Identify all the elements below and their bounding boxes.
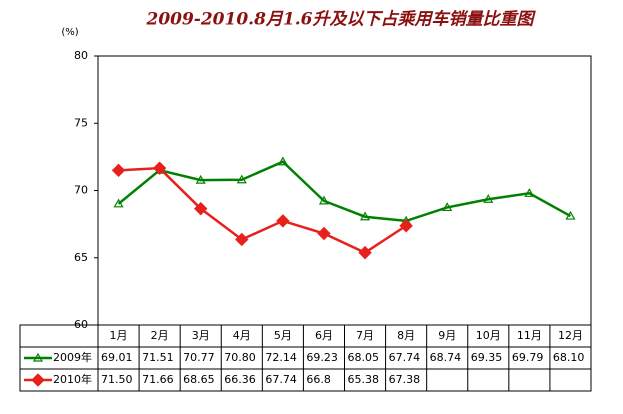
x-tick-label: 2月: [151, 329, 169, 342]
marker: [360, 211, 371, 221]
y-tick-label: 65: [74, 251, 88, 264]
x-tick-label: 6月: [315, 329, 333, 342]
marker: [565, 210, 576, 220]
y-tick-label: 60: [74, 318, 88, 331]
chart-title: 2009-2010.8月1.6升及以下占乘用车销量比重图: [145, 10, 536, 30]
legend-label: 2009年: [53, 350, 92, 364]
table-value: 71.51: [142, 351, 174, 364]
x-tick-label: 11月: [517, 329, 542, 342]
marker: [358, 245, 372, 260]
legend-label: 2010年: [53, 372, 92, 386]
x-tick-label: 4月: [233, 329, 251, 342]
marker: [483, 194, 494, 203]
table-value: 69.01: [101, 351, 133, 364]
y-tick-label: 70: [74, 184, 88, 197]
marker: [113, 198, 124, 208]
y-unit: (%): [61, 27, 78, 38]
marker: [31, 373, 45, 387]
marker: [318, 195, 329, 205]
table-value: 71.66: [142, 373, 174, 386]
x-tick-label: 1月: [110, 329, 128, 342]
plot-frame: [97, 55, 592, 326]
marker: [524, 188, 535, 197]
marker: [277, 156, 288, 166]
x-tick-label: 7月: [356, 329, 374, 342]
marker: [195, 174, 206, 184]
table-value: 69.23: [306, 351, 338, 364]
series-line: [117, 160, 572, 223]
marker: [32, 352, 44, 362]
y-tick-label: 80: [74, 49, 88, 62]
table-value: 68.74: [430, 351, 462, 364]
table-value: 71.50: [101, 373, 133, 386]
table-value: 70.77: [183, 351, 215, 364]
y-tick-label: 75: [74, 116, 88, 129]
table-value: 66.8: [306, 373, 331, 386]
marker: [399, 219, 413, 233]
table-value: 67.38: [389, 373, 421, 386]
marker: [194, 201, 208, 216]
table-value: 66.36: [224, 373, 256, 386]
table-value: 69.35: [471, 351, 503, 364]
marker: [236, 174, 247, 184]
x-tick-label: 9月: [438, 329, 456, 342]
table-value: 67.74: [265, 373, 297, 386]
x-tick-label: 10月: [476, 329, 501, 342]
marker: [111, 163, 126, 178]
x-tick-label: 12月: [558, 329, 583, 342]
table-value: 68.05: [348, 351, 380, 364]
marker: [442, 202, 453, 212]
table-value: 67.74: [389, 351, 421, 364]
marker: [276, 214, 290, 228]
marker: [317, 226, 331, 241]
marker: [235, 232, 249, 247]
table-value: 68.65: [183, 373, 215, 386]
series-line: [118, 166, 407, 255]
table-value: 65.38: [348, 373, 380, 386]
x-tick-label: 3月: [192, 329, 210, 342]
table-value: 72.14: [265, 351, 297, 364]
x-tick-label: 5月: [274, 329, 292, 342]
marker: [152, 161, 167, 175]
table-value: 70.80: [224, 351, 256, 364]
x-tick-label: 8月: [397, 329, 415, 342]
table-value: 68.10: [553, 351, 585, 364]
table-value: 69.79: [512, 351, 544, 364]
table-frame: [19, 324, 592, 392]
